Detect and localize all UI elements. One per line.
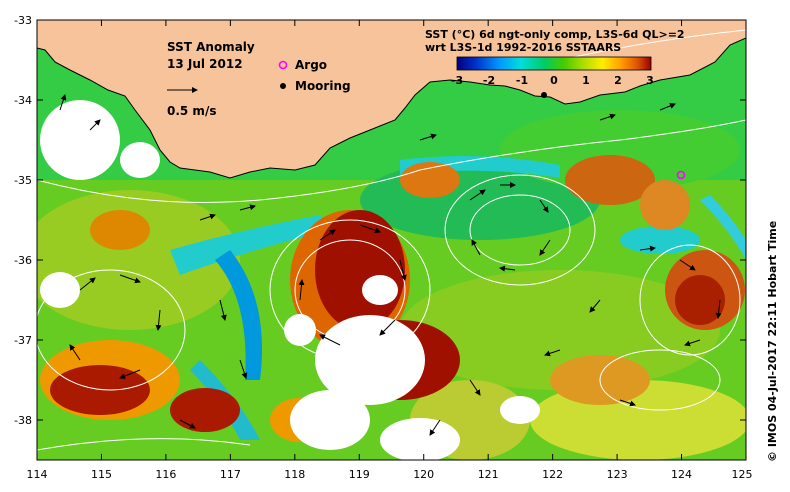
x-tick-label: 121 <box>478 468 499 481</box>
current-vectors <box>59 94 722 436</box>
x-tick-label: 119 <box>349 468 370 481</box>
mooring-legend-label: Mooring <box>295 79 351 93</box>
x-tick-label: 120 <box>413 468 434 481</box>
argo-legend-label: Argo <box>295 58 327 72</box>
colorbar-tick: -2 <box>483 74 495 87</box>
mooring-marker <box>541 92 547 98</box>
argo-legend-icon <box>278 60 288 70</box>
product-line-2: wrt L3S-1d 1992-2016 SSTAARS <box>425 41 621 54</box>
x-tick-label: 118 <box>284 468 305 481</box>
scale-label: 0.5 m/s <box>167 104 216 118</box>
mooring-legend-icon <box>280 83 286 89</box>
map-title: SST Anomaly <box>167 40 255 54</box>
colorbar-tick: 1 <box>582 74 590 87</box>
argo-float-marker <box>676 170 686 180</box>
x-tick-label: 125 <box>732 468 753 481</box>
colorbar-tick: 3 <box>646 74 654 87</box>
x-tick-label: 117 <box>220 468 241 481</box>
x-tick-label: 114 <box>27 468 48 481</box>
product-line-1: SST (°C) 6d ngt-only comp, L3S-6d QL>=2 <box>425 28 685 41</box>
x-axis-ticks <box>36 20 747 460</box>
map-date: 13 Jul 2012 <box>167 57 243 71</box>
colorbar-tick: 2 <box>614 74 622 87</box>
y-tick-label: -38 <box>14 414 32 427</box>
plot-border <box>36 19 747 461</box>
y-tick-label: -35 <box>14 174 32 187</box>
colorbar-tick: 0 <box>550 74 558 87</box>
y-tick-label: -36 <box>14 254 32 267</box>
y-tick-label: -33 <box>14 14 32 27</box>
colorbar-tick: -1 <box>516 74 528 87</box>
x-tick-label: 116 <box>155 468 176 481</box>
y-axis: -33 -34 -35 -36 -37 -38 <box>14 14 32 427</box>
x-tick-label: 122 <box>542 468 563 481</box>
x-tick-label: 123 <box>607 468 628 481</box>
x-tick-label: 115 <box>91 468 112 481</box>
colorbar-tick: -3 <box>451 74 463 87</box>
y-tick-label: -37 <box>14 334 32 347</box>
ssh-contours <box>37 29 746 451</box>
x-tick-label: 124 <box>671 468 692 481</box>
y-tick-label: -34 <box>14 94 32 107</box>
y-axis-ticks <box>37 19 746 421</box>
credit-text: © IMOS 04-Jul-2017 22:11 Hobart Time <box>766 220 779 462</box>
colorbar-labels: -3 -2 -1 0 1 2 3 <box>451 74 654 87</box>
sst-field <box>37 100 746 460</box>
x-axis: 114 115 116 117 118 119 120 121 122 123 … <box>27 468 753 481</box>
colorbar <box>456 56 652 71</box>
